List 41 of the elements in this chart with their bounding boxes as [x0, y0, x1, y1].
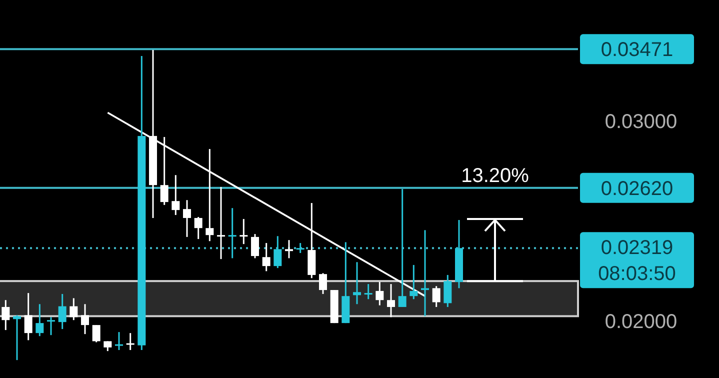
candlestick	[228, 207, 236, 259]
ref-line-label: 0.02620	[600, 178, 674, 200]
ref-line-label: 0.02319 08:03:50	[598, 237, 676, 286]
ref-line-label: 0.03471	[600, 39, 674, 62]
candlestick	[160, 136, 168, 206]
candlestick	[285, 239, 293, 259]
candlestick	[296, 242, 304, 254]
y-tick-label: 0.03000	[604, 111, 678, 134]
candlestick	[47, 316, 55, 336]
candlestick	[92, 324, 100, 343]
candlestick	[36, 303, 44, 337]
candlestick	[183, 199, 191, 238]
candlestick	[194, 216, 202, 240]
candlestick	[262, 242, 270, 272]
candlestick	[410, 264, 418, 300]
candlestick	[240, 218, 248, 245]
candlestick	[319, 272, 327, 295]
candlestick	[353, 261, 361, 305]
candlestick	[387, 283, 395, 318]
candlestick	[70, 297, 78, 321]
y-tick-label: 0.02000	[604, 311, 678, 334]
candlestick	[421, 229, 429, 317]
candlestick	[251, 233, 259, 259]
candlestick	[115, 331, 123, 351]
candlestick	[24, 292, 32, 341]
candlestick	[217, 186, 225, 260]
candlestick	[58, 293, 66, 330]
candlestick	[364, 283, 372, 300]
candlestick	[398, 188, 406, 308]
annotation: 13.20%	[461, 165, 530, 187]
candlestick	[172, 174, 180, 216]
candlestick	[13, 314, 21, 361]
candlestick	[444, 274, 452, 308]
candlestick	[104, 340, 112, 352]
candlestick	[274, 235, 282, 269]
candlestick	[206, 148, 214, 242]
candlestick	[376, 281, 384, 306]
candlestick	[432, 285, 440, 308]
candlestick	[81, 303, 89, 335]
candlestick	[126, 332, 134, 351]
candlestick	[2, 299, 10, 331]
